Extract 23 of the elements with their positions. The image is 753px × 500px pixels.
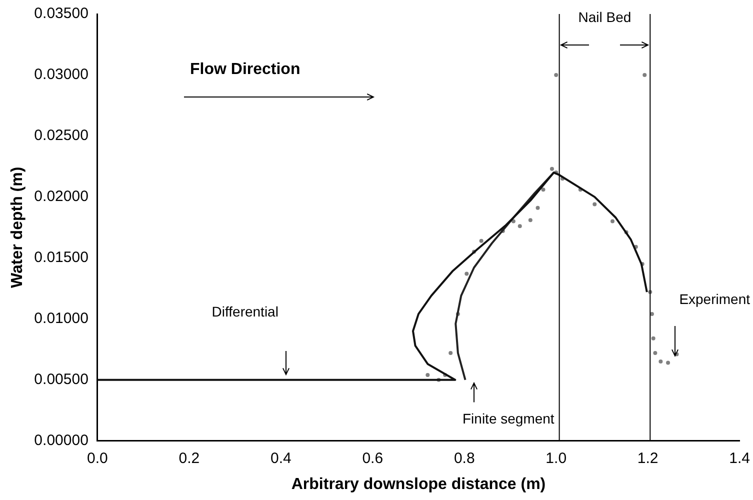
y-tick-label: 0.00000 — [34, 432, 88, 449]
annotation: Nail Bed — [578, 8, 632, 25]
x-tick-label: 0.2 — [178, 450, 200, 467]
annotation: Finite segment — [462, 410, 554, 426]
y-tick-label: 0.03000 — [34, 66, 88, 84]
y-tick-label: 0.02000 — [34, 188, 88, 206]
y-tick-label: 0.01500 — [34, 249, 88, 266]
y-tick-label: 0.02500 — [34, 127, 88, 144]
y-axis-title: Water depth (m) — [9, 166, 26, 288]
x-tick-label: 0.4 — [270, 450, 292, 467]
x-tick-label: 0.0 — [86, 450, 108, 467]
annotation: Flow Direction — [190, 60, 300, 78]
y-tick-label: 0.01000 — [34, 310, 88, 327]
y-tick-label: 0.03500 — [34, 5, 88, 22]
x-tick-label: 1.4 — [729, 450, 750, 467]
x-tick-label: 0.6 — [362, 450, 384, 467]
annotation: Differential — [212, 304, 278, 320]
annotation: Experiment — [679, 290, 750, 307]
y-tick-label: 0.00500 — [34, 370, 88, 388]
x-axis-title: Arbitrary downslope distance (m) — [291, 476, 546, 493]
x-tick-label: 0.8 — [454, 450, 475, 467]
x-tick-label: 1.2 — [637, 450, 658, 467]
x-tick-label: 1.0 — [546, 450, 567, 467]
